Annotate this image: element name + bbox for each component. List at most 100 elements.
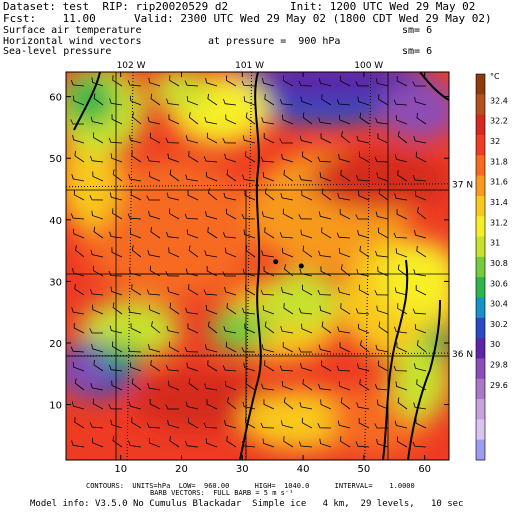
wind-barb	[111, 114, 123, 125]
wind-barb	[225, 247, 237, 258]
wind-barb	[358, 151, 370, 163]
wind-barbs	[70, 75, 427, 448]
wind-barb	[223, 98, 237, 106]
wind-barb	[130, 95, 142, 106]
wind-barb	[169, 169, 180, 182]
wind-barb	[282, 208, 294, 220]
isobar-contour	[407, 299, 441, 461]
colorbar-swatch	[476, 317, 485, 339]
wind-barb	[169, 75, 180, 87]
wind-barb	[112, 435, 123, 448]
wind-barb	[394, 193, 408, 201]
wind-barb	[378, 321, 389, 334]
wind-barb	[185, 268, 199, 277]
wind-barb	[90, 382, 104, 391]
field-1-smoothing: sm= 6	[402, 25, 433, 36]
wind-barb	[397, 264, 408, 277]
wind-barb	[356, 268, 370, 277]
wind-barb	[223, 192, 237, 201]
wind-barb	[147, 383, 161, 391]
wind-barb	[260, 289, 275, 296]
wind-barb	[93, 132, 104, 144]
wind-barb	[262, 78, 275, 87]
wind-barb	[241, 441, 256, 448]
wind-barb	[89, 422, 104, 429]
field-1-label: Surface air temperature	[3, 25, 142, 36]
field-3-label: Sea-level pressure	[3, 46, 112, 57]
wind-barb	[223, 325, 237, 334]
wind-barb	[396, 342, 408, 353]
wind-barb	[245, 245, 256, 258]
wind-barb	[110, 419, 123, 429]
wind-barb	[263, 133, 275, 144]
wind-barb	[75, 245, 85, 258]
wind-barb	[414, 96, 427, 106]
wind-barb	[375, 344, 389, 353]
wind-barb	[73, 189, 85, 201]
wind-barb	[284, 264, 294, 277]
wind-barb	[186, 229, 199, 239]
wind-barb	[167, 286, 180, 296]
wind-barb	[184, 346, 199, 353]
wind-barb	[166, 231, 180, 239]
wind-barb	[89, 328, 103, 334]
wind-barb	[413, 135, 427, 144]
longitude-label: 102 W	[117, 61, 146, 71]
wind-barb	[340, 436, 351, 448]
isobar-contour	[419, 71, 450, 101]
wind-barb	[340, 169, 351, 182]
wind-barb	[225, 380, 237, 391]
wind-barb	[374, 423, 388, 429]
wind-barb	[205, 77, 218, 87]
wind-barb	[281, 381, 294, 391]
wind-barb	[375, 78, 389, 87]
wind-barb	[165, 137, 180, 144]
wind-barb	[359, 245, 370, 258]
wind-barb	[318, 117, 332, 125]
wind-barb	[127, 80, 142, 87]
wind-barb	[378, 227, 389, 239]
wind-barb	[338, 248, 351, 258]
wind-barb	[358, 418, 370, 429]
wind-barb	[281, 287, 294, 296]
wind-barb	[261, 211, 275, 220]
wind-barb	[167, 153, 180, 163]
wind-barb	[203, 422, 218, 429]
wind-barb	[355, 175, 370, 182]
wind-barb	[203, 289, 218, 296]
wind-barb	[187, 190, 199, 201]
wind-barb	[108, 270, 123, 277]
wind-barb	[244, 190, 256, 201]
wind-barb	[339, 114, 351, 125]
y-tick-label: 50	[49, 154, 62, 165]
init-line: Init: 1200 UTC Wed 29 May 02	[290, 0, 476, 13]
wind-barb	[245, 284, 256, 296]
wind-barb	[150, 226, 161, 239]
wind-barb	[377, 360, 389, 372]
wind-barb	[226, 435, 237, 448]
wind-barb	[417, 207, 427, 220]
wind-barb	[128, 401, 142, 410]
wind-barb	[71, 440, 85, 448]
wind-barb	[188, 112, 199, 125]
wind-barb	[319, 438, 332, 448]
wind-barb	[393, 365, 408, 372]
wind-barb	[225, 114, 237, 125]
wind-barb	[264, 93, 275, 106]
colorbar-swatch	[476, 216, 485, 238]
wind-barb	[298, 441, 313, 448]
colorbar-swatch	[476, 195, 485, 217]
wind-barb	[300, 96, 313, 106]
wind-barb	[376, 172, 389, 182]
wind-barb	[184, 213, 199, 220]
wind-barb	[206, 266, 218, 277]
colorbar-swatch	[476, 338, 485, 359]
wind-barb	[357, 229, 370, 239]
wind-barb	[112, 302, 123, 315]
wind-barb	[148, 438, 161, 448]
wind-barb	[204, 250, 218, 258]
colorbar-swatch	[476, 94, 485, 116]
wind-barb	[377, 399, 389, 410]
x-tick-label: 20	[175, 464, 188, 475]
wind-barb	[167, 419, 180, 429]
